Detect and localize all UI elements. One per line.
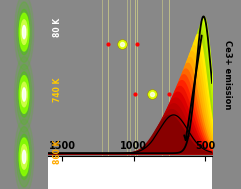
Circle shape	[18, 134, 30, 180]
Circle shape	[16, 127, 32, 187]
Circle shape	[16, 2, 32, 62]
Circle shape	[14, 119, 34, 189]
Text: 80 K: 80 K	[53, 18, 62, 37]
Text: 740 K: 740 K	[53, 78, 62, 102]
Circle shape	[21, 20, 27, 44]
Circle shape	[16, 64, 32, 125]
Text: 860 K: 860 K	[53, 140, 62, 164]
Circle shape	[22, 26, 26, 39]
Text: Ce3+ emission: Ce3+ emission	[223, 40, 233, 110]
Circle shape	[19, 138, 29, 176]
Circle shape	[22, 88, 26, 101]
Circle shape	[14, 0, 34, 70]
Circle shape	[19, 76, 29, 113]
Circle shape	[22, 150, 26, 163]
Circle shape	[18, 9, 30, 55]
Circle shape	[14, 57, 34, 132]
Circle shape	[21, 145, 27, 169]
Circle shape	[19, 13, 29, 51]
Circle shape	[18, 72, 30, 117]
Circle shape	[21, 82, 27, 107]
